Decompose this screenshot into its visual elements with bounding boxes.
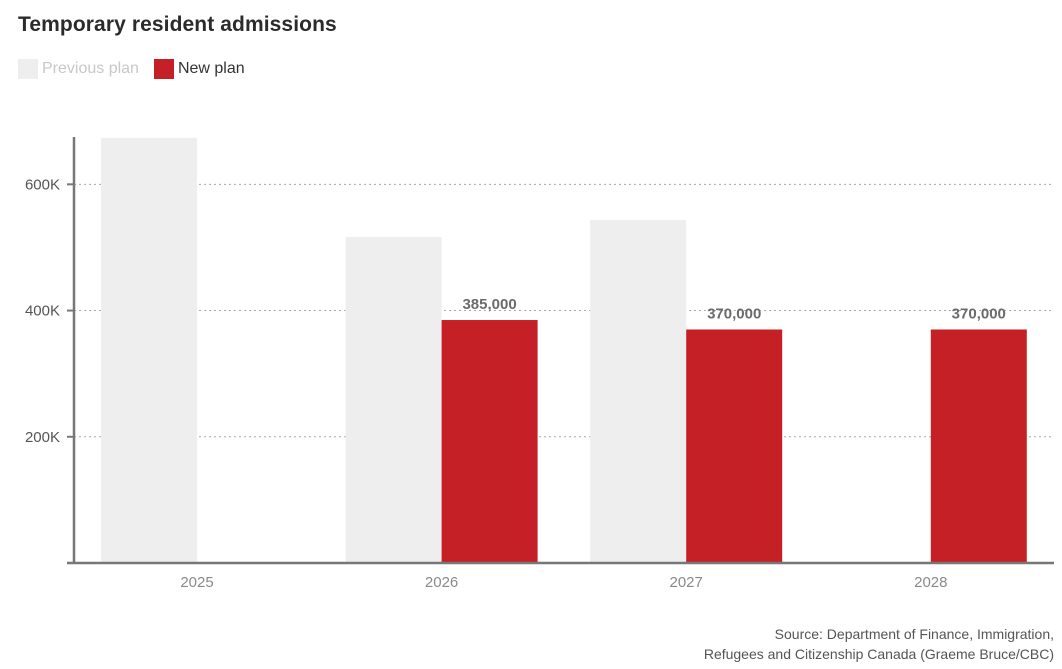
legend-label-new-plan: New plan bbox=[177, 60, 245, 77]
y-tick-label-600K: 600K bbox=[25, 176, 60, 193]
y-tick-label-400K: 400K bbox=[25, 303, 60, 320]
data-label-2026: 385,000 bbox=[462, 296, 516, 313]
legend-swatch-new-plan bbox=[153, 59, 174, 79]
x-tick-label-2027: 2027 bbox=[670, 574, 703, 591]
source-line-1: Source: Department of Finance, Immigrati… bbox=[774, 626, 1054, 642]
bar-new-plan-2028 bbox=[930, 329, 1027, 563]
bar-previous-plan-2027 bbox=[590, 219, 687, 564]
legend-item-previous-plan[interactable]: Previous plan bbox=[18, 59, 139, 79]
y-tick-label-200K: 200K bbox=[25, 429, 60, 446]
x-tick-label-2026: 2026 bbox=[425, 574, 458, 591]
source-note: Source: Department of Finance, Immigrati… bbox=[704, 624, 1054, 664]
bar-new-plan-2026 bbox=[441, 320, 538, 563]
bar-previous-plan-2026 bbox=[345, 236, 442, 563]
legend-label-previous-plan: Previous plan bbox=[42, 60, 139, 77]
bar-previous-plan-2025 bbox=[101, 137, 197, 564]
data-label-2028: 370,000 bbox=[952, 305, 1006, 322]
legend: Previous plan New plan bbox=[18, 59, 260, 79]
legend-item-new-plan[interactable]: New plan bbox=[153, 59, 245, 79]
x-tick-label-2028: 2028 bbox=[914, 574, 947, 591]
x-tick-label-2025: 2025 bbox=[180, 574, 213, 591]
bar-new-plan-2027 bbox=[686, 329, 783, 563]
data-label-2027: 370,000 bbox=[707, 305, 761, 322]
source-line-2: Refugees and Citizenship Canada (Graeme … bbox=[703, 646, 1054, 662]
chart-title: Temporary resident admissions bbox=[18, 13, 337, 36]
legend-swatch-previous-plan bbox=[18, 59, 38, 79]
